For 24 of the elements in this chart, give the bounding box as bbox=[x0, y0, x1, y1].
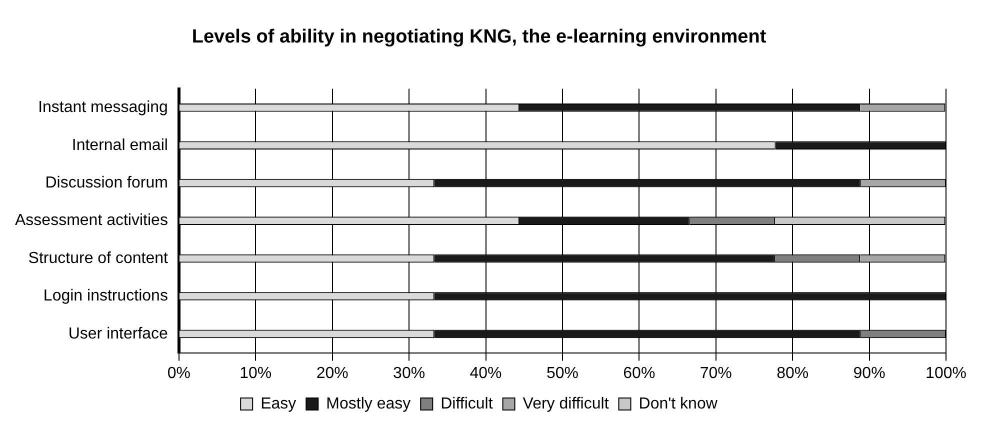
x-tick-label: 60% bbox=[623, 364, 656, 382]
y-tick-label: Assessment activities bbox=[15, 212, 168, 230]
x-tick-label: 80% bbox=[776, 364, 809, 382]
chart-title: Levels of ability in negotiating KNG, the e-learning environment bbox=[192, 26, 767, 48]
x-tick-label: 0% bbox=[167, 364, 190, 382]
legend-label: Easy bbox=[260, 395, 296, 412]
legend-label: Difficult bbox=[440, 395, 494, 412]
legend-label: Very difficult bbox=[522, 395, 610, 412]
y-tick-label: Structure of content bbox=[28, 250, 168, 267]
legend-label: Don't know bbox=[638, 395, 718, 412]
y-tick-label: Login instructions bbox=[43, 288, 168, 305]
y-tick-label: Internal email bbox=[72, 136, 168, 154]
y-tick-label: Instant messaging bbox=[38, 99, 168, 116]
x-tick-label: 40% bbox=[470, 364, 502, 382]
x-tick-label: 90% bbox=[853, 364, 886, 382]
x-tick-label: 30% bbox=[393, 364, 426, 382]
legend-label: Mostly easy bbox=[326, 395, 411, 412]
x-tick-label: 50% bbox=[546, 364, 578, 382]
y-tick-label: Discussion forum bbox=[45, 174, 168, 192]
x-tick-label: 100% bbox=[926, 364, 966, 382]
x-tick-label: 20% bbox=[316, 364, 348, 382]
y-tick-label: User interface bbox=[68, 325, 168, 342]
x-tick-label: 10% bbox=[240, 364, 272, 382]
x-tick-label: 70% bbox=[700, 364, 732, 382]
